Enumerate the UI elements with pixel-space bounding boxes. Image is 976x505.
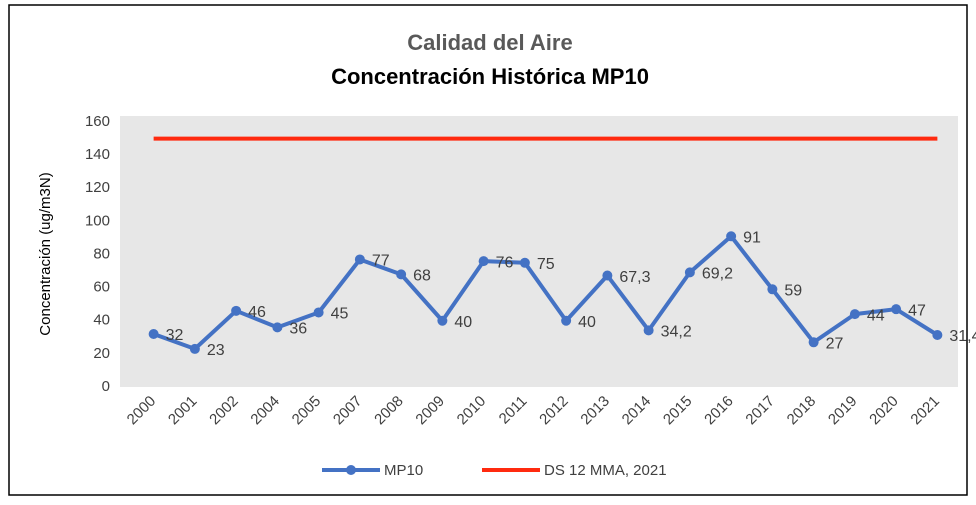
- point: [684, 267, 695, 278]
- data-label: 91: [743, 230, 761, 247]
- point: [602, 270, 613, 281]
- point: [519, 257, 530, 268]
- data-label: 67,3: [619, 269, 650, 286]
- point: [189, 343, 200, 354]
- point: [561, 315, 572, 326]
- legend-marker: [346, 465, 356, 475]
- data-label: 40: [454, 314, 472, 331]
- data-label: 59: [784, 283, 802, 300]
- data-label: 47: [908, 302, 926, 319]
- data-label: 32: [166, 327, 184, 344]
- point: [767, 284, 778, 295]
- y-tick-label: 100: [85, 212, 110, 229]
- point: [808, 337, 819, 348]
- y-tick-label: 120: [85, 179, 110, 196]
- point: [272, 322, 283, 333]
- point: [437, 315, 448, 326]
- legend-label: DS 12 MMA, 2021: [544, 462, 667, 479]
- data-label: 77: [372, 253, 390, 270]
- point: [231, 305, 242, 316]
- point: [396, 269, 407, 280]
- data-label: 34,2: [661, 324, 692, 341]
- point: [726, 231, 737, 242]
- data-label: 27: [826, 336, 844, 353]
- data-label: 76: [496, 254, 514, 271]
- y-tick-label: 160: [85, 113, 110, 130]
- chart-title: Calidad del Aire: [407, 30, 572, 55]
- data-label: 31,4: [949, 328, 976, 345]
- point: [932, 329, 943, 340]
- data-label: 46: [248, 304, 266, 321]
- data-label: 44: [867, 307, 885, 324]
- data-label: 69,2: [702, 266, 733, 283]
- y-tick-label: 20: [93, 345, 110, 362]
- point: [313, 307, 324, 318]
- data-label: 45: [331, 306, 349, 323]
- data-label: 75: [537, 256, 555, 273]
- chart-subtitle: Concentración Histórica MP10: [331, 64, 649, 89]
- data-label: 40: [578, 314, 596, 331]
- point: [354, 254, 365, 265]
- y-tick-label: 40: [93, 312, 110, 329]
- y-tick-label: 0: [102, 378, 110, 395]
- point: [891, 304, 902, 315]
- point: [849, 309, 860, 320]
- y-tick-label: 140: [85, 146, 110, 163]
- y-axis-label: Concentración (ug/m3N): [37, 172, 54, 335]
- data-label: 36: [289, 321, 307, 338]
- series-line: [152, 234, 939, 351]
- y-tick-label: 80: [93, 245, 110, 262]
- legend-label: MP10: [384, 462, 423, 479]
- point: [643, 325, 654, 336]
- point: [478, 256, 489, 267]
- y-tick-label: 60: [93, 279, 110, 296]
- point: [148, 329, 159, 339]
- data-label: 68: [413, 268, 431, 285]
- data-label: 23: [207, 342, 225, 359]
